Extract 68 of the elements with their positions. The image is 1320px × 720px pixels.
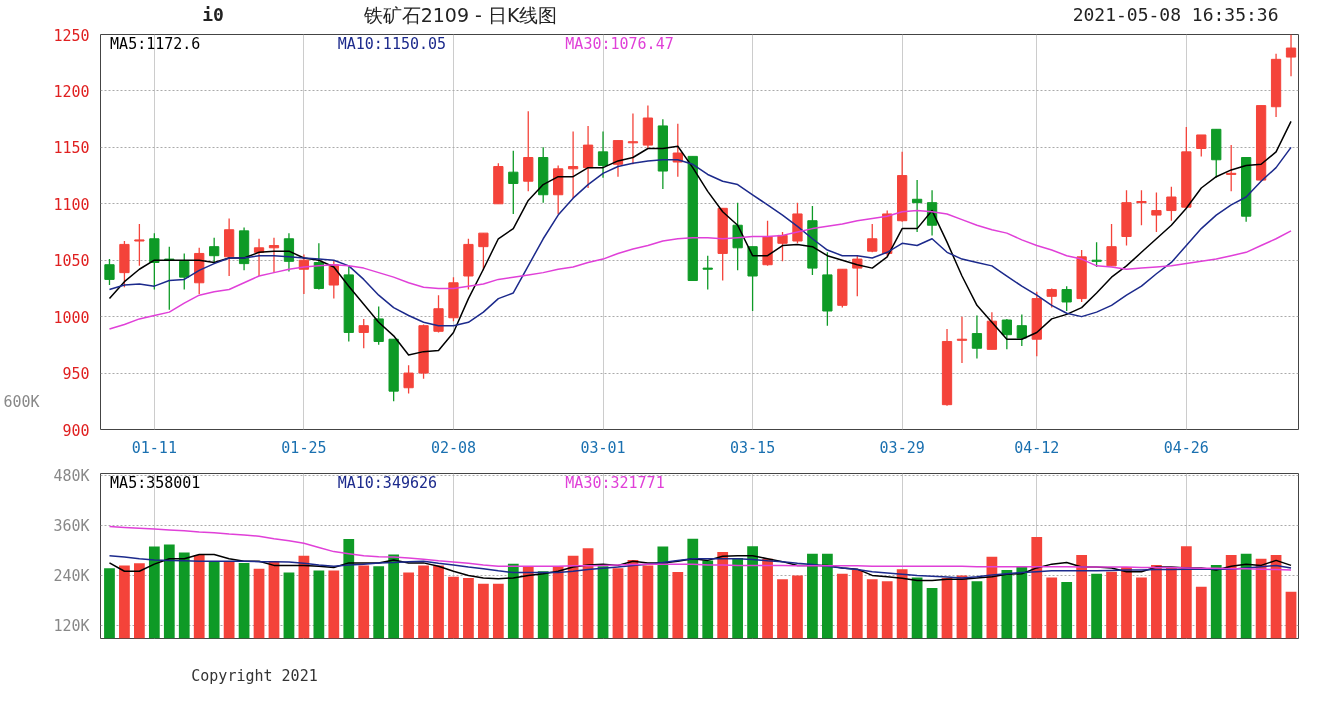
text: 600K	[3, 392, 40, 411]
text: MA10:349626	[337, 473, 438, 492]
y-tick-label: 1050	[53, 252, 90, 271]
x-tick-label: 02-08	[430, 438, 477, 457]
y-tick-label: 1200	[53, 82, 90, 101]
candlestick	[1016, 313, 1027, 347]
candlestick	[867, 223, 878, 253]
candlestick	[777, 231, 788, 262]
x-tick-label: 03-15	[730, 438, 776, 457]
candlestick	[268, 236, 280, 274]
candlestick	[1136, 189, 1147, 226]
y-tick-label: 1100	[53, 195, 90, 214]
chart-title: 铁矿石2109 - 日K线图	[362, 3, 558, 26]
candlestick	[358, 318, 369, 349]
x-tick-label: 04-26	[1163, 438, 1209, 457]
text: i0	[202, 4, 224, 26]
candlestick	[1001, 318, 1012, 351]
candlestick	[179, 252, 190, 291]
candlestick	[1196, 134, 1207, 158]
candlestick	[433, 294, 444, 334]
candlestick	[1091, 241, 1102, 268]
candlestick	[702, 255, 713, 291]
candlestick	[403, 364, 414, 395]
candlestick	[1285, 34, 1297, 77]
line-series	[108, 525, 1292, 571]
candlestick	[523, 110, 534, 193]
candlestick	[134, 223, 145, 267]
candlestick	[911, 179, 923, 233]
y-tick-label: 900	[62, 421, 90, 440]
x-tick-label: 01-25	[281, 438, 327, 457]
x-tick-label: 03-01	[580, 438, 626, 457]
x-tick-label: 04-12	[1014, 438, 1060, 457]
text: MA5:358001	[110, 473, 201, 492]
candlestick	[582, 125, 594, 189]
text: 2021-05-08 16:35:36	[1072, 4, 1279, 26]
candlestick	[567, 130, 579, 199]
candlestick	[1106, 223, 1117, 267]
candlestick	[149, 232, 160, 291]
x-tick-label: 03-29	[879, 438, 925, 457]
candlestick	[1226, 144, 1237, 193]
candlestick	[612, 139, 624, 178]
y-tick-label: 1250	[53, 26, 90, 45]
candlestick	[971, 314, 983, 360]
candlestick	[627, 112, 639, 165]
text: MA30:321771	[565, 473, 665, 492]
candlestick	[1046, 287, 1057, 309]
y-tick-label: 950	[62, 365, 90, 384]
text: MA30:1076.47	[565, 34, 674, 53]
candlestick	[373, 305, 384, 346]
y-tick-label: 240K	[53, 566, 90, 585]
line-series	[108, 120, 1292, 356]
x-tick-label: 01-11	[131, 438, 177, 457]
y-tick-label: 1150	[53, 139, 90, 158]
candlestick	[956, 315, 968, 364]
text: MA10:1150.05	[337, 34, 447, 53]
candlestick	[1166, 186, 1177, 222]
y-tick-label: 120K	[53, 616, 90, 635]
candlestick	[209, 236, 220, 264]
y-tick-label: 480K	[53, 466, 90, 485]
y-tick-label: 360K	[53, 516, 90, 535]
candlestick	[104, 258, 115, 286]
text: Copyright 2021	[191, 667, 318, 686]
candlestick	[1151, 191, 1162, 233]
candlestick	[508, 150, 519, 215]
y-tick-label: 1000	[53, 308, 90, 327]
candlestick	[597, 130, 609, 179]
text: MA5:1172.6	[110, 34, 201, 53]
candlestick	[1061, 285, 1072, 312]
